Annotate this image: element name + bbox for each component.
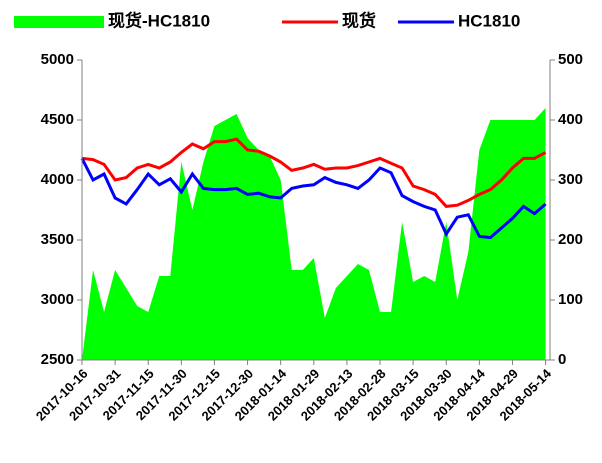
y-tick-label: 5000: [41, 51, 74, 68]
y2-tick-label: 300: [558, 171, 583, 188]
legend-swatch: [14, 16, 104, 28]
y-tick-label: 3500: [41, 231, 74, 248]
y2-tick-label: 400: [558, 111, 583, 128]
y-tick-label: 4500: [41, 111, 74, 128]
y2-tick-label: 100: [558, 291, 583, 308]
y-tick-label: 4000: [41, 171, 74, 188]
y2-tick-label: 500: [558, 51, 583, 68]
y2-tick-label: 200: [558, 231, 583, 248]
y-tick-label: 3000: [41, 291, 74, 308]
y2-tick-label: 0: [558, 351, 566, 368]
y-tick-label: 2500: [41, 351, 74, 368]
legend-label: HC1810: [458, 11, 520, 30]
line: [81, 137, 547, 208]
area: [82, 108, 546, 360]
legend-label: 现货: [342, 10, 376, 30]
legend-label: 现货-HC1810: [108, 10, 210, 30]
line: [80, 157, 547, 240]
